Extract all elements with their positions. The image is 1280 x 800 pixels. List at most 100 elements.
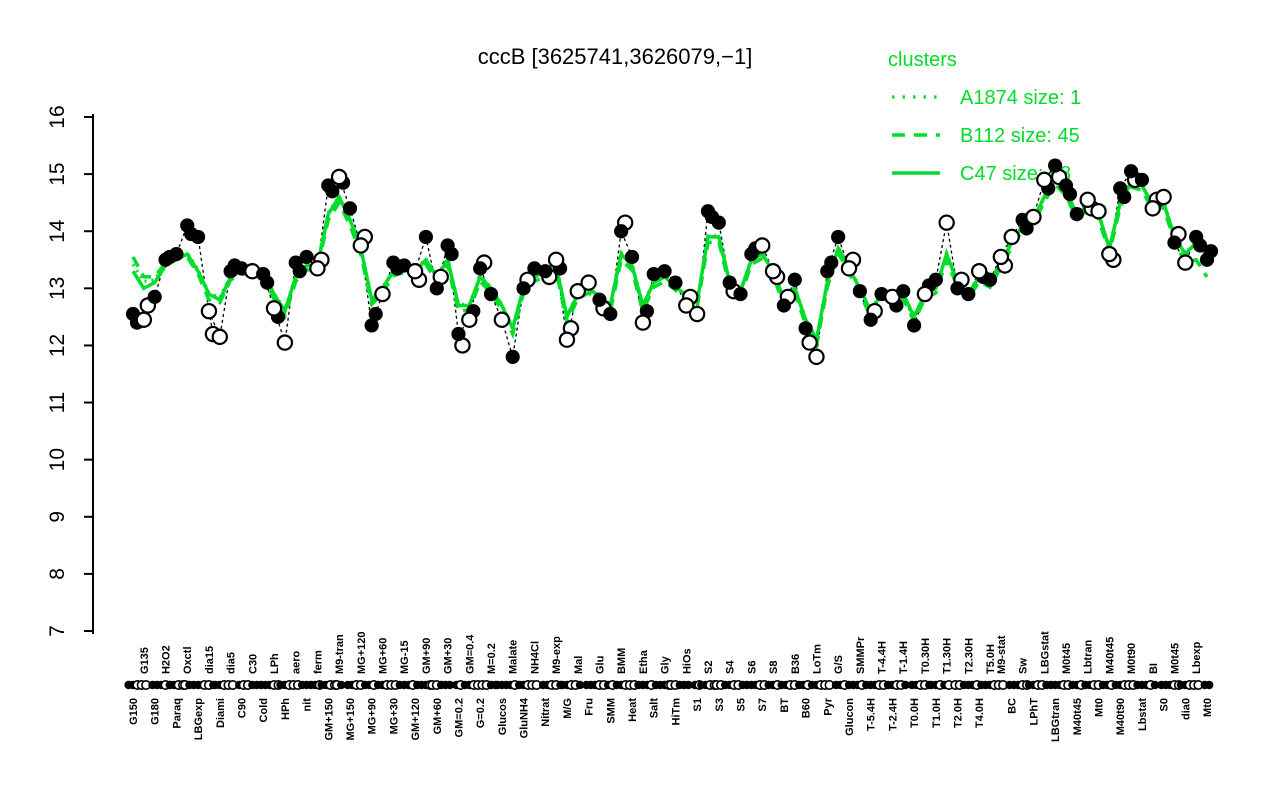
x-axis-label: BMM: [616, 648, 628, 674]
data-point: [928, 272, 943, 287]
x-axis-label: LoTm: [811, 644, 823, 674]
x-axis-label: M40t90: [1115, 698, 1127, 735]
x-axis-label: GM=0.2: [453, 698, 465, 737]
data-point: [852, 284, 867, 299]
data-point: [493, 311, 511, 328]
x-axis-label: BT: [779, 698, 791, 713]
y-tick-label: 15: [46, 162, 69, 185]
x-axis-label: B36: [790, 654, 802, 674]
x-axis-label: Malate: [508, 640, 520, 674]
data-point: [614, 224, 629, 239]
x-axis-label: dia5: [226, 652, 238, 674]
data-point: [1003, 228, 1020, 246]
data-point: [309, 260, 326, 277]
x-axis-label: Fru: [584, 698, 596, 716]
data-point: [624, 249, 640, 265]
x-axis-label: MG+30: [388, 698, 400, 734]
data-point: [1036, 171, 1053, 189]
y-tick-label: 7: [46, 625, 69, 637]
data-point: [374, 285, 391, 303]
y-tick-label: 13: [46, 277, 69, 300]
data-point: [668, 275, 683, 290]
x-axis-label: GM+60: [432, 698, 444, 734]
data-point: [1058, 178, 1074, 193]
x-axis-label: T-1.4H: [898, 641, 910, 674]
data-point: [276, 334, 294, 351]
x-axis-label: Paraq: [171, 698, 183, 729]
x-axis-label: SMM: [605, 698, 617, 724]
y-tick-label: 9: [46, 511, 69, 523]
x-axis-label: ferm: [312, 650, 324, 674]
data-point: [386, 255, 401, 270]
data-point: [1134, 172, 1150, 187]
data-point: [1123, 164, 1139, 179]
x-axis-label: Glucos: [497, 698, 509, 735]
x-axis-label: HiOs: [681, 648, 693, 674]
x-axis-label: T5.0H: [985, 644, 997, 674]
x-axis-label: C90: [236, 698, 248, 718]
x-axis-label: T-4.4H: [877, 641, 889, 674]
x-axis-label: MG+150: [345, 698, 357, 741]
x-axis-label: Etha: [638, 649, 650, 674]
x-axis-label: M0t90: [1126, 643, 1138, 674]
x-axis-label: M0t45: [1169, 643, 1181, 674]
data-point: [950, 281, 965, 296]
x-axis-label: LPh: [269, 653, 281, 674]
x-axis-label: Lbtran: [1083, 640, 1095, 675]
data-point: [516, 281, 531, 296]
y-tick-label: 12: [46, 334, 69, 357]
x-axis-label: C30: [247, 654, 259, 674]
data-point: [764, 263, 782, 280]
data-point: [429, 281, 444, 296]
x-axis-label: Gly: [660, 655, 672, 674]
data-point: [798, 321, 813, 336]
x-axis-label: G150: [128, 698, 140, 725]
x-axis-label: Glucon: [844, 698, 856, 736]
data-point: [200, 302, 218, 320]
x-axis-label: G/S: [833, 655, 845, 674]
data-point: [744, 246, 759, 262]
x-axis-label: Salt: [649, 698, 661, 719]
x-axis-label: T0.0H: [909, 698, 921, 728]
data-point: [1069, 206, 1084, 222]
x-axis-label: Pyr: [822, 697, 834, 715]
x-axis-label: H2O2: [161, 645, 173, 674]
x-axis-label: Nitrat: [540, 698, 552, 727]
data-point: [223, 264, 238, 279]
x-axis-label: T2.0H: [952, 698, 964, 728]
data-point: [678, 297, 695, 314]
data-point: [1189, 229, 1204, 245]
x-axis-label: B60: [801, 698, 813, 718]
data-point: [688, 305, 706, 323]
data-point: [722, 275, 737, 290]
x-axis-label: LPhT: [1028, 698, 1040, 726]
data-point: [190, 229, 206, 245]
data-point: [418, 229, 434, 245]
x-axis-label: S3: [714, 698, 726, 711]
x-axis-label: GM+150: [323, 698, 335, 741]
legend: clusters A1874 size: 1 B112 size: 45 C47…: [888, 49, 1081, 185]
x-axis-label: SMMPr: [855, 636, 867, 674]
data-point: [992, 248, 1010, 266]
strip-point: [575, 680, 585, 690]
x-axis-label: HiTm: [670, 698, 682, 726]
data-point: [982, 272, 998, 287]
data-point: [592, 292, 607, 307]
data-point: [1155, 188, 1172, 206]
data-point: [634, 314, 652, 331]
x-axis-label: T1.30H: [942, 638, 954, 674]
x-axis-label: Heat: [627, 698, 639, 722]
data-point: [364, 318, 379, 333]
x-axis-label: dia0: [1180, 698, 1192, 720]
x-axis-label: LBGstat: [1039, 631, 1051, 674]
data-point: [580, 274, 597, 291]
x-axis-label: LBGexp: [193, 698, 205, 740]
x-axis-label: T2.30H: [963, 638, 975, 674]
data-point: [473, 261, 488, 276]
data-point: [288, 255, 303, 270]
x-axis-label: Sw: [1018, 658, 1030, 674]
data-point: [1090, 203, 1107, 220]
x-axis-label: S5: [736, 698, 748, 711]
